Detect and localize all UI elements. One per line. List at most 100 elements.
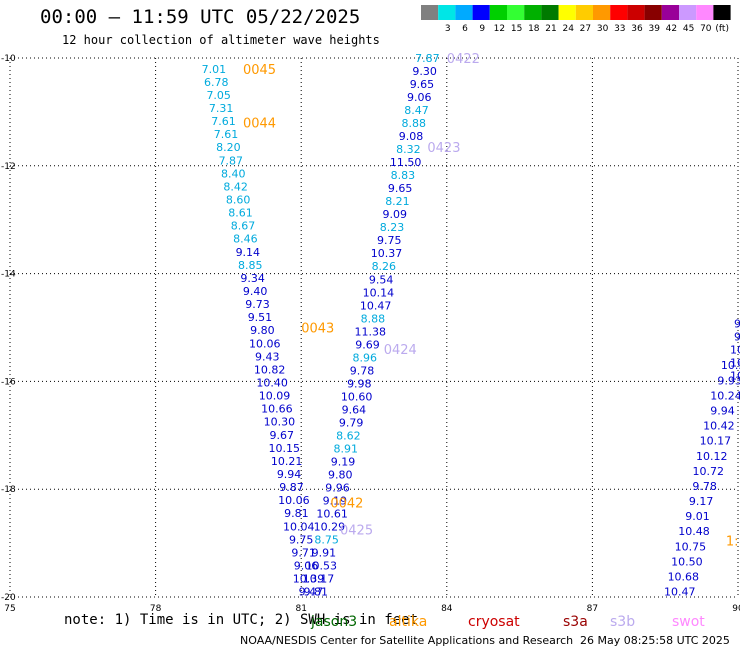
- wave-height-value: 8.46: [233, 233, 258, 246]
- wave-height-value: 9.94: [710, 405, 735, 418]
- wave-height-value: 9.71: [291, 546, 316, 559]
- wave-height-value: 10.47: [360, 299, 392, 312]
- wave-height-value: 10.17: [303, 573, 335, 586]
- wave-height-value: 7.01: [202, 63, 227, 76]
- wave-height-value: 8.67: [231, 220, 256, 233]
- wave-height-value: 9.30: [412, 65, 437, 78]
- wave-height-value: 10.04: [283, 520, 315, 533]
- colorbar-swatch: [558, 5, 576, 20]
- pass-time-label: 1:: [726, 534, 739, 549]
- colorbar-swatch: [489, 5, 507, 20]
- wave-height-value: 10.53: [305, 560, 337, 573]
- map-grid: [9, 57, 739, 598]
- colorbar-swatch: [679, 5, 697, 20]
- wave-height-value: 9.93: [717, 374, 740, 387]
- wave-height-value: 9.73: [245, 298, 270, 311]
- wave-height-value: 11.38: [354, 325, 386, 338]
- wave-height-value: 9: [734, 331, 740, 344]
- wave-height-value: 9.01: [685, 510, 710, 523]
- colorbar-swatch: [696, 5, 714, 20]
- wave-height-value: 10.17: [700, 435, 732, 448]
- wave-height-value: 10.75: [675, 540, 707, 553]
- wave-height-value: 9.78: [350, 364, 375, 377]
- timestamp: 26 May 08:25:58 UTC 2025: [580, 634, 730, 647]
- wave-height-value: 9.17: [689, 495, 714, 508]
- wave-height-value: 8.88: [402, 117, 427, 130]
- wave-height-value: 10.68: [668, 571, 700, 584]
- colorbar-tick-label: 24: [562, 24, 574, 34]
- wave-height-value: 9.06: [294, 559, 319, 572]
- colorbar-tick-label: 42: [666, 24, 677, 34]
- wave-height-value: 8.61: [228, 207, 253, 220]
- colorbar-swatch: [507, 5, 525, 20]
- wave-height-value: 10.06: [249, 337, 281, 350]
- wave-height-value: 7.87: [415, 52, 440, 65]
- wave-height-value: 9.19: [331, 455, 356, 468]
- colorbar-swatch: [610, 5, 628, 20]
- colorbar-tick-label: 27: [580, 24, 591, 34]
- colorbar-unit: (ft): [715, 24, 729, 34]
- wave-height-value: 10.40: [256, 376, 288, 389]
- wave-height-value: 9.08: [399, 130, 424, 143]
- wave-height-value: 8.23: [380, 221, 405, 234]
- legend-entry: altika: [389, 614, 428, 630]
- wave-height-value: 9: [734, 318, 740, 331]
- wave-height-value: 10.50: [671, 555, 703, 568]
- colorbar-swatch: [713, 5, 731, 20]
- colorbar-tick-label: 9: [479, 24, 485, 34]
- pass-time-label: 0425: [340, 524, 373, 539]
- colorbar-tick-label: 12: [494, 24, 505, 34]
- wave-height-value: 9.75: [377, 234, 402, 247]
- wave-height-value: 9.81: [304, 586, 329, 599]
- wave-height-value: 7.61: [211, 115, 236, 128]
- wave-height-value: 7.87: [219, 154, 244, 167]
- wave-height-value: 10.5: [721, 359, 740, 372]
- page-title: 00:00 – 11:59 UTC 05/22/2025: [40, 6, 361, 28]
- wave-height-value: 10.61: [316, 508, 348, 521]
- wave-height-value: 9.75: [289, 533, 314, 546]
- wave-height-value: 9.54: [369, 273, 394, 286]
- wave-height-value: 8.85: [238, 259, 263, 272]
- pass-time-label: 0422: [447, 52, 480, 67]
- colorbar-tick-label: 15: [511, 24, 522, 34]
- wave-height-value: 9.19: [323, 495, 348, 508]
- wave-height-value: 9.94: [277, 468, 302, 481]
- colorbar-swatch: [524, 5, 542, 20]
- legend-entry: s3a: [563, 614, 588, 630]
- wave-height-value: 10.37: [371, 247, 403, 260]
- wave-height-value: 9.98: [347, 377, 372, 390]
- wave-height-value: 8.83: [391, 169, 416, 182]
- x-tick-label: 84: [441, 604, 453, 612]
- wave-height-value: 10.42: [703, 420, 735, 433]
- colorbar-tick-label: 6: [462, 24, 468, 34]
- credit-line: NOAA/NESDIS Center for Satellite Applica…: [240, 634, 574, 647]
- colorbar-swatch: [455, 5, 473, 20]
- wave-height-value: 10.2: [730, 370, 740, 383]
- wave-height-value: 10.21: [271, 455, 303, 468]
- x-tick-label: 90: [732, 604, 740, 612]
- wave-height-value: 8.21: [385, 195, 410, 208]
- pass-time-label: 0424: [384, 343, 417, 358]
- wave-height-value: 10.66: [261, 403, 293, 416]
- pass-time-label: 0042: [330, 497, 363, 512]
- colorbar-swatch: [541, 5, 559, 20]
- wave-height-value: 7.61: [214, 128, 239, 141]
- page-subtitle: 12 hour collection of altimeter wave hei…: [62, 33, 380, 47]
- y-tick-label: -20: [1, 593, 16, 603]
- wave-height-value: 9.91: [312, 547, 337, 560]
- y-tick-label: -10: [1, 54, 16, 64]
- altimeter-tracks: 7.016.787.057.317.617.618.207.878.408.42…: [202, 52, 740, 599]
- wave-height-value: 10.30: [264, 416, 296, 429]
- pass-time-label: 0045: [243, 63, 276, 78]
- wave-height-value: 9.78: [692, 480, 717, 493]
- axis-ticks: 75 78 81 84 87 90 -10 -12 -14 -16 -18 -20: [1, 54, 740, 612]
- colorbar-tick-label: 33: [614, 24, 625, 34]
- legend-entry: s3b: [610, 614, 636, 630]
- pass-time-label: 0423: [427, 141, 460, 156]
- wave-height-value: 8.96: [353, 351, 378, 364]
- colorbar-swatch: [627, 5, 645, 20]
- wave-height-value: 7.31: [209, 102, 234, 115]
- colorbar-tick-label: 18: [528, 24, 540, 34]
- wave-height-value: 8.20: [216, 141, 241, 154]
- wave-height-value: 10.14: [363, 286, 395, 299]
